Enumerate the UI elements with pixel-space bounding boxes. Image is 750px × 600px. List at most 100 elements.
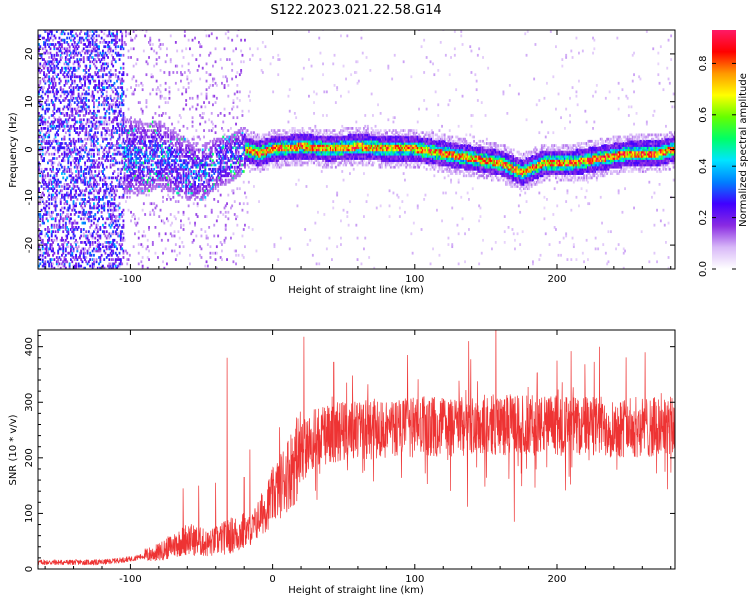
heatmap-cell bbox=[41, 146, 44, 150]
heatmap-cell bbox=[212, 77, 214, 81]
heatmap-cell bbox=[153, 120, 156, 124]
heatmap-cell bbox=[163, 133, 166, 137]
heatmap-cell bbox=[209, 73, 212, 77]
heatmap-cell bbox=[40, 114, 43, 117]
heatmap-cell bbox=[173, 176, 176, 180]
heatmap-cell bbox=[246, 155, 249, 158]
heatmap-cell bbox=[157, 155, 159, 158]
heatmap-cell bbox=[102, 56, 104, 59]
heatmap-cell bbox=[62, 90, 65, 94]
heatmap-cell bbox=[237, 161, 240, 165]
heatmap-cell bbox=[82, 75, 85, 79]
heatmap-cell bbox=[245, 155, 248, 158]
heatmap-cell bbox=[151, 150, 154, 154]
heatmap-cell bbox=[57, 66, 60, 70]
heatmap-cell bbox=[103, 53, 106, 57]
heatmap-cell bbox=[214, 142, 217, 145]
heatmap-cell bbox=[103, 232, 106, 236]
heatmap-cell bbox=[267, 142, 269, 145]
heatmap-cell bbox=[102, 195, 104, 199]
heatmap-cell bbox=[245, 157, 248, 160]
heatmap-cell bbox=[119, 234, 122, 238]
heatmap-cell bbox=[132, 146, 135, 150]
heatmap-cell bbox=[166, 167, 168, 171]
heatmap-cell bbox=[104, 180, 107, 184]
heatmap-cell bbox=[141, 187, 144, 191]
heatmap-cell bbox=[199, 167, 202, 171]
heatmap-cell bbox=[67, 206, 70, 210]
heatmap-cell bbox=[50, 159, 53, 163]
heatmap-cell bbox=[150, 139, 153, 143]
heatmap-cell bbox=[44, 62, 47, 66]
heatmap-cell bbox=[71, 81, 74, 85]
heatmap-cell bbox=[198, 189, 200, 193]
heatmap-cell bbox=[200, 228, 203, 231]
heatmap-cell bbox=[258, 137, 260, 141]
heatmap-cell bbox=[149, 172, 152, 175]
heatmap-cell bbox=[231, 139, 234, 143]
heatmap-cell bbox=[41, 36, 44, 40]
heatmap-cell bbox=[157, 176, 159, 180]
heatmap-cell bbox=[112, 210, 115, 214]
heatmap-cell bbox=[72, 62, 75, 66]
heatmap-cell bbox=[99, 226, 102, 229]
heatmap-cell bbox=[127, 185, 130, 188]
heatmap-cell bbox=[240, 60, 243, 64]
heatmap-cell bbox=[131, 142, 134, 145]
heatmap-cell bbox=[117, 92, 120, 96]
heatmap-cell bbox=[40, 56, 43, 59]
heatmap-cell bbox=[84, 148, 86, 152]
heatmap-cell bbox=[122, 176, 125, 180]
heatmap-cell bbox=[230, 155, 232, 158]
heatmap-cell bbox=[108, 116, 111, 120]
heatmap-cell bbox=[71, 75, 74, 79]
heatmap-cell bbox=[254, 148, 257, 152]
heatmap-cell bbox=[158, 155, 161, 158]
heatmap-cell bbox=[87, 137, 90, 141]
heatmap-cell bbox=[232, 101, 235, 104]
heatmap-cell bbox=[195, 187, 198, 191]
heatmap-cell bbox=[112, 258, 115, 261]
heatmap-cell bbox=[85, 109, 88, 113]
heatmap-cell bbox=[223, 241, 226, 244]
heatmap-cell bbox=[55, 75, 58, 79]
heatmap-cell bbox=[113, 206, 116, 210]
heatmap-cell bbox=[253, 131, 255, 135]
heatmap-cell bbox=[79, 38, 81, 42]
heatmap-cell bbox=[84, 131, 86, 135]
heatmap-cell bbox=[72, 204, 75, 208]
heatmap-cell bbox=[233, 249, 236, 253]
heatmap-cell bbox=[164, 161, 167, 165]
heatmap-cell bbox=[182, 223, 185, 227]
heatmap-cell bbox=[146, 157, 149, 160]
heatmap-cell bbox=[208, 53, 211, 57]
heatmap-cell bbox=[43, 137, 45, 141]
heatmap-cell bbox=[135, 165, 138, 169]
heatmap-cell bbox=[237, 155, 240, 158]
heatmap-cell bbox=[169, 131, 172, 135]
heatmap-cell bbox=[112, 49, 115, 53]
heatmap-cell bbox=[183, 150, 186, 154]
heatmap-cell bbox=[87, 131, 90, 135]
heatmap-cell bbox=[155, 165, 158, 169]
heatmap-cell bbox=[241, 208, 244, 212]
heatmap-cell bbox=[224, 152, 227, 156]
heatmap-cell bbox=[250, 131, 253, 135]
heatmap-cell bbox=[100, 58, 103, 61]
heatmap-cell bbox=[76, 120, 79, 124]
heatmap-cell bbox=[228, 142, 231, 145]
heatmap-cell bbox=[93, 260, 95, 264]
heatmap-cell bbox=[130, 139, 132, 143]
heatmap-cell bbox=[52, 58, 54, 61]
heatmap-cell bbox=[182, 159, 185, 163]
heatmap-cell bbox=[218, 172, 221, 175]
heatmap-cell bbox=[149, 146, 152, 150]
heatmap-cell bbox=[98, 165, 100, 169]
heatmap-cell bbox=[168, 157, 171, 160]
heatmap-cell bbox=[104, 45, 107, 49]
heatmap-cell bbox=[93, 62, 95, 66]
heatmap-cell bbox=[53, 120, 56, 124]
heatmap-cell bbox=[148, 189, 150, 193]
heatmap-cell bbox=[135, 161, 138, 165]
heatmap-cell bbox=[47, 34, 49, 38]
